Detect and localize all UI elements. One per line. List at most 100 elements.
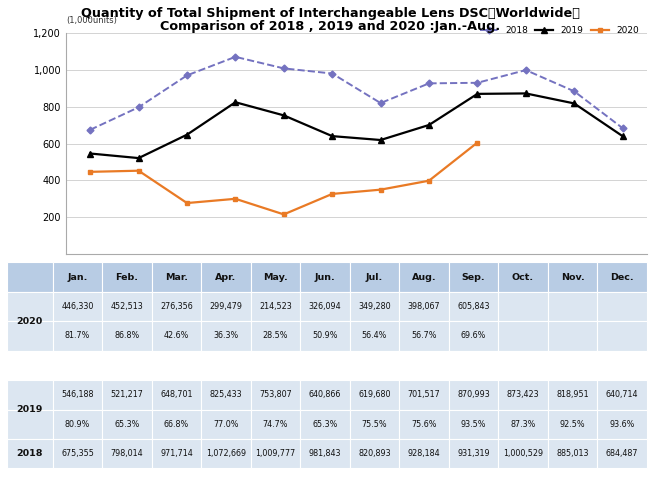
Text: 87.3%: 87.3% (510, 420, 536, 429)
Text: 452,513: 452,513 (111, 302, 143, 311)
Bar (251, 439, 300, 468)
Bar (7, 292, 53, 321)
Bar (102, 380, 152, 410)
Bar (201, 380, 251, 410)
Bar (53, 321, 102, 351)
Bar (102, 410, 152, 439)
Text: 820,893: 820,893 (358, 449, 391, 458)
Bar (300, 321, 350, 351)
Text: Dec.: Dec. (610, 272, 634, 282)
Text: 86.8%: 86.8% (114, 331, 139, 340)
Bar (152, 410, 201, 439)
Text: Jun.: Jun. (315, 272, 335, 282)
Bar (350, 321, 399, 351)
Text: Sep.: Sep. (462, 272, 485, 282)
Bar (251, 321, 300, 351)
Bar (152, 351, 201, 380)
Text: 619,680: 619,680 (358, 391, 391, 399)
Bar (201, 351, 251, 380)
Bar (548, 410, 597, 439)
Text: 873,423: 873,423 (507, 391, 539, 399)
Bar (102, 351, 152, 380)
Text: Apr.: Apr. (215, 272, 236, 282)
Bar (449, 321, 498, 351)
Bar (449, 351, 498, 380)
Bar (399, 439, 449, 468)
Bar (399, 262, 449, 292)
Bar (449, 380, 498, 410)
Bar (350, 380, 399, 410)
Text: Nov.: Nov. (560, 272, 584, 282)
Bar (53, 380, 102, 410)
Bar (53, 292, 102, 321)
Text: 675,355: 675,355 (61, 449, 94, 458)
Text: 65.3%: 65.3% (114, 420, 140, 429)
Text: Feb.: Feb. (115, 272, 139, 282)
Text: 648,701: 648,701 (160, 391, 193, 399)
Text: 640,714: 640,714 (606, 391, 638, 399)
Text: 981,843: 981,843 (309, 449, 341, 458)
Bar (449, 410, 498, 439)
Text: 825,433: 825,433 (210, 391, 242, 399)
Bar (350, 262, 399, 292)
Bar (548, 380, 597, 410)
Text: 870,993: 870,993 (457, 391, 490, 399)
Bar (102, 292, 152, 321)
Bar (152, 262, 201, 292)
Bar (597, 262, 647, 292)
Bar (399, 321, 449, 351)
Bar (399, 292, 449, 321)
Text: 93.6%: 93.6% (609, 420, 635, 429)
Bar (498, 410, 548, 439)
Bar (498, 380, 548, 410)
Text: 885,013: 885,013 (556, 449, 589, 458)
Bar (102, 321, 152, 351)
Bar (597, 321, 647, 351)
Text: 2018: 2018 (16, 449, 43, 458)
Bar (201, 410, 251, 439)
Bar (53, 262, 102, 292)
Bar (399, 351, 449, 380)
Text: 398,067: 398,067 (408, 302, 440, 311)
Text: 66.8%: 66.8% (164, 420, 189, 429)
Bar (350, 292, 399, 321)
Bar (350, 439, 399, 468)
Text: Aug.: Aug. (412, 272, 436, 282)
Text: 56.4%: 56.4% (362, 331, 387, 340)
Bar (152, 439, 201, 468)
Text: 1,009,777: 1,009,777 (255, 449, 296, 458)
Bar (498, 439, 548, 468)
Bar (251, 292, 300, 321)
Text: 521,217: 521,217 (110, 391, 143, 399)
Text: 818,951: 818,951 (556, 391, 589, 399)
Bar (152, 292, 201, 321)
Bar (7, 321, 53, 351)
Bar (449, 262, 498, 292)
Bar (548, 351, 597, 380)
Bar (498, 262, 548, 292)
Bar (548, 262, 597, 292)
Text: Jan.: Jan. (67, 272, 88, 282)
Bar (350, 410, 399, 439)
Bar (300, 292, 350, 321)
Legend: 2018, 2019, 2020: 2018, 2019, 2020 (477, 22, 642, 39)
Bar (597, 292, 647, 321)
Text: 80.9%: 80.9% (65, 420, 90, 429)
Text: 42.6%: 42.6% (164, 331, 189, 340)
Text: May.: May. (263, 272, 288, 282)
Bar (449, 292, 498, 321)
Text: 753,807: 753,807 (259, 391, 292, 399)
Text: 928,184: 928,184 (408, 449, 440, 458)
Bar (498, 351, 548, 380)
Bar (498, 321, 548, 351)
Bar (597, 410, 647, 439)
Bar (300, 380, 350, 410)
Bar (548, 439, 597, 468)
Bar (7, 262, 53, 292)
Bar (300, 351, 350, 380)
Bar (152, 321, 201, 351)
Text: Jul.: Jul. (366, 272, 383, 282)
Text: Mar.: Mar. (165, 272, 188, 282)
Bar (7, 351, 53, 380)
Bar (251, 351, 300, 380)
